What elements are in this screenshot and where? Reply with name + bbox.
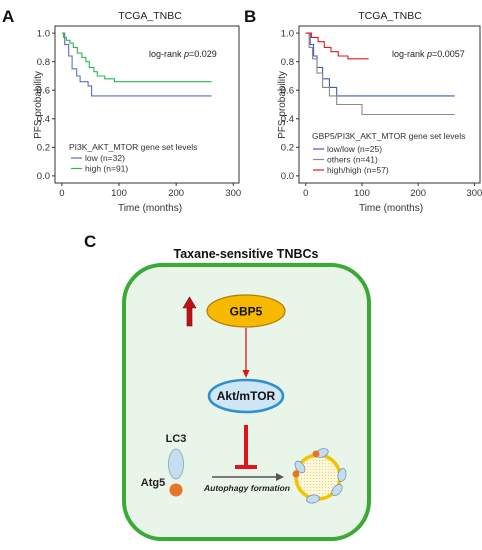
chart-b-xlabel: Time (months) [359,203,423,214]
chart-b-y-ticks: 0.0 0.2 0.4 0.6 0.8 1.0 [281,28,299,182]
chart-b-ytick-label: 0.6 [281,86,294,97]
chart-a-xtick-label: 300 [225,188,241,199]
atg5-label: Atg5 [141,477,165,489]
chart-a-series-0-line [61,32,212,97]
chart-a-legend-title: PI3K_AKT_MTOR gene set levels [69,142,197,152]
lc3-label: LC3 [166,433,187,445]
atg5-protein-icon [169,483,183,497]
panel-letter-b: B [244,7,256,26]
panel-letter-c: C [84,232,96,251]
chart-b-ytick-label: 0.8 [281,57,294,68]
chart-b-series-0-line [305,32,455,97]
autophagy-formation-label: Autophagy formation [203,483,290,493]
chart-b-legend-label: others (n=41) [327,155,378,165]
pathway-diagram: Taxane-sensitive TNBCs GBP5 Akt/mTOR LC3… [122,247,371,541]
activation-arrow [242,328,250,378]
chart-b-ylabel: PFS probability [277,71,288,139]
chart-b-xtick-label: 100 [354,188,370,199]
chart-b-logrank: log-rank p=0.0057 [392,49,465,59]
chart-b-ytick-label: 0.2 [281,143,294,154]
upregulation-arrow-icon [182,296,197,327]
chart-b-title: TCGA_TNBC [358,10,422,22]
chart-b-xtick-label: 0 [303,188,308,199]
chart-a-xtick-label: 200 [168,188,184,199]
akt-mtor-node [207,378,285,414]
chart-a-legend: low (n=32)high (n=91) [71,153,128,174]
km-chart-b: TCGA_TNBC 0.00.20.40.60.81.0 0 100 200 300 … [277,10,482,214]
chart-a-legend-label: low (n=32) [85,153,125,163]
chart-b-x-ticks: 0 100 200 300 [303,183,482,199]
diagram-title: Taxane-sensitive TNBCs [174,247,319,261]
autophagosome-icon [292,448,347,504]
chart-a-legend-label: high (n=91) [85,164,128,174]
akt-mtor-label: Akt/mTOR [217,389,276,403]
chart-a-xlabel: Time (months) [118,203,182,214]
lc3-protein-icon [168,448,184,480]
chart-b-ytick-label: 0.4 [281,114,294,125]
gbp5-node [206,294,286,328]
chart-b-logrank-p: p [426,49,432,59]
chart-a-ytick-label: 0.0 [37,171,50,182]
chart-b-series-1-line [305,32,455,116]
chart-a-x-ticks: 0 100 200 300 [59,183,241,199]
chart-a-ytick-label: 0.2 [37,143,50,154]
chart-a-series-1-line [61,32,212,83]
chart-a-ytick-label: 0.4 [37,114,50,125]
chart-b-series-2-line [305,32,369,60]
chart-a-ylabel: PFS probability [33,71,44,139]
chart-b-logrank-value: =0.0057 [432,49,465,59]
chart-a-logrank-prefix: log-rank [149,49,184,59]
chart-a-curves [61,32,212,97]
chart-a-ytick-label: 1.0 [37,28,50,39]
chart-a-logrank-value: =0.029 [189,49,217,59]
chart-b-curves [305,32,455,116]
chart-b-xtick-label: 200 [410,188,426,199]
chart-b-legend-title: GBP5/PI3K_AKT_MTOR gene set levels [312,131,465,141]
chart-b-ytick-label: 1.0 [281,28,294,39]
chart-b-frame [298,25,481,184]
chart-a-xtick-label: 0 [59,188,64,199]
chart-a-logrank-p: p [183,49,189,59]
chart-a-logrank: log-rank p=0.029 [149,49,217,59]
chart-a-ytick-label: 0.6 [37,86,50,97]
chart-b-logrank-prefix: log-rank [392,49,427,59]
chart-b-xtick-label: 300 [466,188,482,199]
inhibition-symbol [235,425,257,469]
chart-a-frame [54,25,240,184]
chart-a-title: TCGA_TNBC [118,10,182,22]
chart-b-legend-label: high/high (n=57) [327,165,389,175]
chart-b-legend-label: low/low (n=25) [327,144,382,154]
chart-b-ytick-label: 0.0 [281,171,294,182]
chart-b-legend: low/low (n=25)others (n=41)high/high (n=… [313,144,389,175]
km-chart-a: TCGA_TNBC 0.00.20.40.60.81.0 0 100 200 300 … [33,10,241,214]
chart-a-y-ticks: 0.0 0.2 0.4 0.6 0.8 1.0 [37,28,55,182]
gbp5-label: GBP5 [230,305,263,319]
chart-a-ytick-label: 0.8 [37,57,50,68]
process-arrow [212,473,284,481]
chart-a-xtick-label: 100 [111,188,127,199]
panel-letter-a: A [2,7,14,26]
